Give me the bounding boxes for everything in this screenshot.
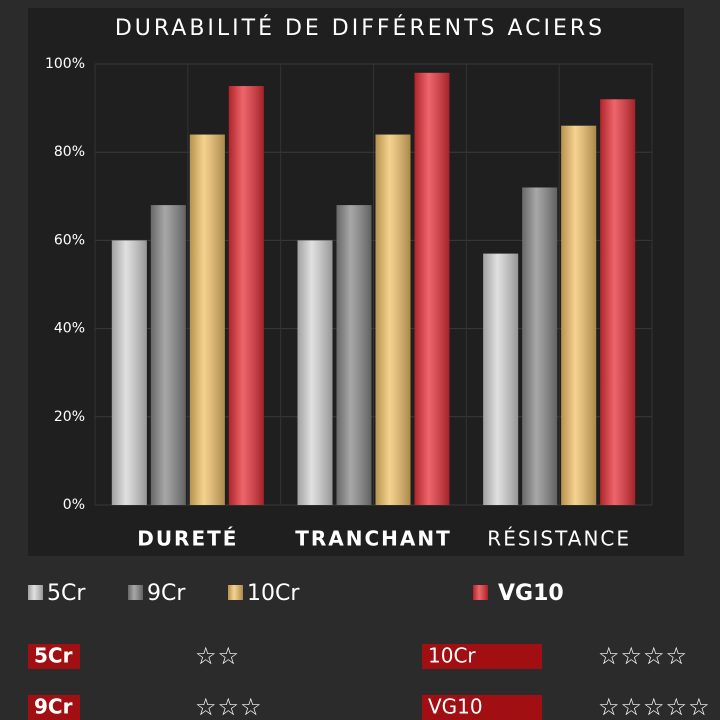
chart-title: DURABILITÉ DE DIFFÉRENTS ACIERS <box>115 15 605 41</box>
legend-label: 9Cr <box>147 581 186 606</box>
bar-shade <box>414 72 450 505</box>
x-tick-label: RÉSISTANCE <box>487 527 631 551</box>
y-tick-label: 40% <box>54 321 85 337</box>
rating-stars: ☆☆ <box>195 642 240 670</box>
bar-shade <box>150 205 186 505</box>
legend-label: 5Cr <box>47 581 86 606</box>
rating-label: VG10 <box>428 695 483 719</box>
y-tick-label: 80% <box>54 144 85 160</box>
rating-stars: ☆☆☆ <box>195 693 263 720</box>
rating-stars: ☆☆☆☆ <box>598 642 688 670</box>
legend-swatch-shade <box>28 585 43 600</box>
legend-swatch-shade <box>228 585 243 600</box>
rating-label-bg <box>422 644 542 669</box>
x-tick-label: DURETÉ <box>137 527 238 551</box>
bar-shade <box>336 205 372 505</box>
legend-swatch-shade <box>128 585 143 600</box>
rating-label-bg <box>422 695 542 720</box>
bar-shade <box>375 134 411 505</box>
y-tick-label: 60% <box>54 232 85 248</box>
y-tick-label: 0% <box>63 497 85 513</box>
legend-swatch-shade <box>473 585 488 600</box>
bar-shade <box>297 240 333 505</box>
rating-label: 9Cr <box>34 695 73 719</box>
bar-shade <box>483 253 519 505</box>
bar-shade <box>522 187 558 506</box>
x-tick-label: TRANCHANT <box>295 527 452 551</box>
rating-label: 5Cr <box>34 644 73 668</box>
bar-shade <box>189 134 225 505</box>
rating-label-bg <box>28 695 80 720</box>
bar-shade <box>228 86 264 506</box>
bar-shade <box>561 125 597 506</box>
bar-shade <box>600 99 636 505</box>
legend-label: VG10 <box>498 581 564 606</box>
rating-label-bg <box>28 644 80 669</box>
rating-label: 10Cr <box>428 644 476 668</box>
y-tick-label: 100% <box>45 56 85 72</box>
y-tick-label: 20% <box>54 409 85 425</box>
bar-shade <box>111 240 147 505</box>
rating-stars: ☆☆☆☆☆ <box>598 693 711 720</box>
legend-label: 10Cr <box>247 581 300 606</box>
